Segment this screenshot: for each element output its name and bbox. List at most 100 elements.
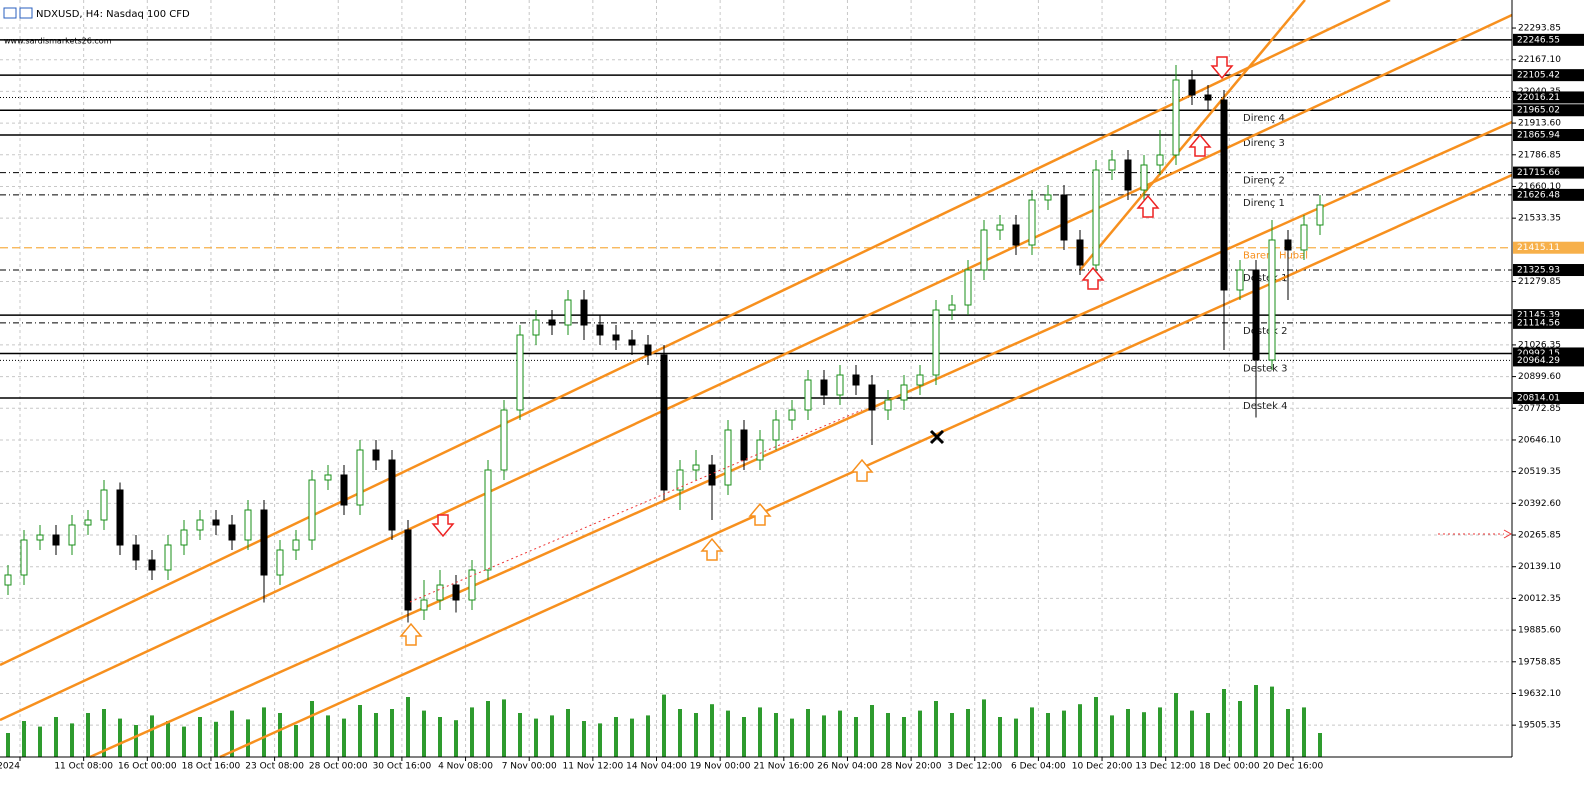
x-tick-label: 18 Oct 16:00: [182, 762, 241, 772]
price-tag-box: [1513, 104, 1584, 117]
candle-body: [340, 474, 348, 506]
x-tick-label: 19 Nov 00:00: [690, 762, 751, 772]
volume-bar: [278, 713, 282, 757]
candle-body: [644, 344, 652, 356]
candle-body: [1092, 169, 1100, 266]
volume-bar: [1030, 707, 1034, 757]
x-tick-label: 20 Dec 16:00: [1263, 762, 1324, 772]
price-tag: 21325.93: [1517, 266, 1560, 276]
candle-body: [420, 599, 428, 611]
candle-body: [388, 459, 396, 531]
candle-body: [164, 544, 172, 571]
y-tick-label: 21913.60: [1518, 119, 1561, 129]
y-tick-label: 20139.10: [1518, 562, 1561, 572]
down-arrow: [431, 514, 455, 538]
price-tag: 22105.42: [1517, 71, 1560, 81]
candle-body: [580, 299, 588, 326]
candle-body: [788, 409, 796, 421]
x-tick-label: 8 Oct 2024: [0, 762, 20, 772]
candle-body: [820, 379, 828, 396]
volume-bar: [550, 715, 554, 757]
volume-bar: [1014, 718, 1018, 757]
candle-body: [900, 384, 908, 401]
candle-body: [468, 569, 476, 601]
volume-bar: [518, 713, 522, 757]
trendline: [1079, 0, 1306, 271]
volume-bar: [1110, 715, 1114, 757]
volume-bar: [1078, 704, 1082, 757]
candle-body: [148, 559, 156, 571]
x-tick-label: 4 Nov 08:00: [438, 762, 493, 772]
volume-bar: [742, 717, 746, 757]
price-tag-box: [1513, 69, 1584, 82]
price-tag-box: [1513, 33, 1584, 46]
candle-body: [436, 584, 444, 601]
up-arrow: [1188, 133, 1212, 157]
y-tick-label: 19632.10: [1518, 689, 1561, 699]
candle-body: [68, 524, 76, 546]
annotations: [399, 56, 1513, 646]
x-tick-label: 3 Dec 12:00: [947, 762, 1002, 772]
x-tick-label: 18 Dec 00:00: [1199, 762, 1260, 772]
candle-body: [228, 524, 236, 541]
x-tick-label: 6 Dec 04:00: [1011, 762, 1066, 772]
y-tick-label: 20265.85: [1518, 531, 1561, 541]
candle-body: [708, 464, 716, 486]
volume-bar: [1206, 713, 1210, 757]
volume-bar: [70, 723, 74, 757]
dotted-guide: [409, 409, 863, 603]
volume-bar: [342, 718, 346, 757]
down-arrow: [1210, 56, 1234, 80]
volume-bar: [54, 717, 58, 757]
x-tick-label: 10 Dec 20:00: [1072, 762, 1133, 772]
arrow-head: [1503, 529, 1513, 539]
volume-bar: [534, 718, 538, 757]
tick-layer: 22293.8522167.1022040.3521913.6021786.85…: [0, 24, 1561, 772]
y-tick-label: 21026.35: [1518, 340, 1561, 350]
volume-bar: [262, 707, 266, 757]
candle-body: [1140, 164, 1148, 191]
volume-bar: [582, 721, 586, 757]
volume-bar: [1094, 697, 1098, 757]
volume-bar: [454, 720, 458, 757]
candle-body: [404, 529, 412, 611]
candle-body: [276, 549, 284, 576]
volume-bar: [150, 715, 154, 757]
volume-bar: [790, 718, 794, 757]
volume-bar: [950, 713, 954, 757]
up-arrow: [1136, 194, 1160, 218]
price-tag: 21865.94: [1517, 131, 1560, 141]
candle-body: [196, 519, 204, 531]
candle-body: [484, 469, 492, 571]
level-note: Direnç 1: [1243, 198, 1285, 209]
x-tick-label: 11 Oct 08:00: [54, 762, 113, 772]
price-tag: 21626.48: [1517, 190, 1560, 200]
candle-body: [692, 464, 700, 471]
candle-body: [1300, 224, 1308, 251]
volume-bar: [1238, 701, 1242, 757]
candle-body: [36, 534, 44, 541]
volume-bar: [662, 694, 666, 757]
volume-bar: [694, 713, 698, 757]
candle-body: [1044, 194, 1052, 201]
volume-bar: [1062, 710, 1066, 757]
volume-bar: [166, 721, 170, 757]
price-tag-box: [1513, 241, 1584, 254]
volume-bar: [1174, 693, 1178, 757]
y-tick-label: 19505.35: [1518, 721, 1561, 731]
candle-body: [596, 324, 604, 336]
price-tag-box: [1513, 391, 1584, 404]
price-tag: 22016.21: [1517, 93, 1560, 103]
candle-body: [612, 334, 620, 341]
price-tag-box: [1513, 129, 1584, 142]
price-tag: 21145.39: [1517, 311, 1560, 321]
candle-body: [516, 334, 524, 411]
volume-bar: [774, 713, 778, 757]
volume-bar: [854, 717, 858, 757]
volume-bar: [326, 715, 330, 757]
candle-body: [1172, 79, 1180, 156]
volume-bar: [710, 704, 714, 757]
y-tick-label: 20012.35: [1518, 594, 1561, 604]
trendline: [89, 120, 1513, 759]
